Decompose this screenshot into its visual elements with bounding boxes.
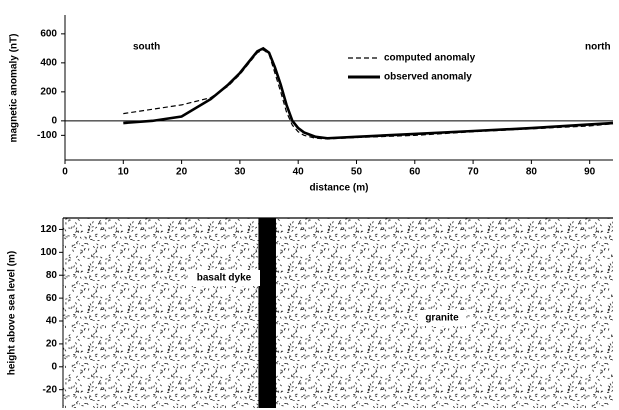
y-tick-label: 200 [40,86,57,97]
y-tick-label: 80 [46,270,58,281]
legend-label: observed anomaly [384,72,472,83]
y-tick-label: -20 [43,384,58,395]
label-bg [188,270,260,286]
x-tick-label: 60 [409,167,421,178]
label-bg [418,310,466,326]
y-tick-label: -100 [37,130,57,141]
host-label: granite [425,313,459,324]
x-tick-label: 70 [468,167,480,178]
y-axis-label: magnetic anomaly (nT) [9,34,20,143]
x-tick-label: 80 [526,167,538,178]
data-line [123,49,614,140]
x-tick-label: 50 [351,167,363,178]
y-tick-label: 400 [40,57,57,68]
y-tick-label: 20 [46,339,58,350]
dyke [258,218,276,408]
annotation: south [133,42,160,53]
x-tick-label: 40 [293,167,305,178]
x-tick-label: 0 [62,167,68,178]
body-label: basalt dyke [197,273,252,284]
legend-label: computed anomaly [384,53,476,64]
rock-fill [63,218,613,408]
y-tick-label: 40 [46,316,58,327]
y-tick-label: 600 [40,28,57,39]
data-line [123,46,614,140]
annotation: north [585,42,611,53]
x-tick-label: 90 [584,167,596,178]
y-tick-label: 0 [51,115,57,126]
y-tick-label: 120 [40,224,57,235]
x-tick-label: 20 [176,167,188,178]
y-tick-label: 0 [51,361,57,372]
y-axis-label: height above sea level (m) [7,251,18,376]
x-tick-label: 10 [118,167,130,178]
y-tick-label: 60 [46,293,58,304]
y-tick-label: 100 [40,247,57,258]
x-tick-label: 30 [234,167,246,178]
x-axis-label: distance (m) [310,183,369,194]
